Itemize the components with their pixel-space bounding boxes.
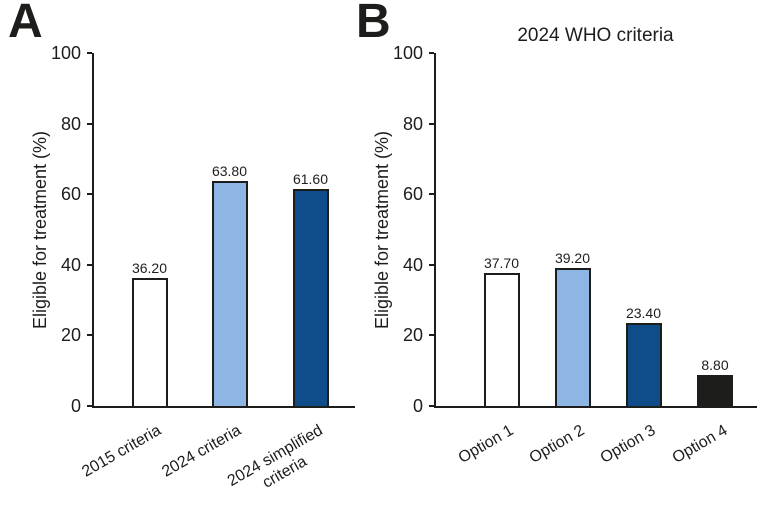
bar <box>131 278 168 406</box>
y-axis-line <box>434 53 436 408</box>
y-tick-label: 100 <box>50 43 81 63</box>
bar-value-label: 23.40 <box>625 305 662 322</box>
bar-value-label: 36.20 <box>131 260 168 277</box>
y-tick-mark <box>429 122 434 125</box>
y-tick-label: 100 <box>392 43 423 63</box>
y-tick-mark <box>87 405 92 407</box>
bar-value-label: 39.20 <box>554 249 591 266</box>
y-tick-mark <box>87 263 92 266</box>
bar-value-label: 61.60 <box>292 170 329 187</box>
x-tick-label: Option 4 <box>669 421 730 467</box>
y-tick-mark <box>429 334 434 337</box>
bar <box>554 267 591 406</box>
y-tick-mark <box>87 334 92 337</box>
y-tick-label: 80 <box>60 113 81 134</box>
bar <box>211 180 248 406</box>
panel-b-title: 2024 WHO criteria <box>517 25 674 46</box>
y-tick-label: 80 <box>402 113 423 134</box>
bar <box>483 272 520 406</box>
bar-value-label: 37.70 <box>483 254 520 271</box>
y-tick-label: 0 <box>412 396 423 416</box>
y-tick-label: 60 <box>60 184 81 205</box>
bar <box>292 188 329 406</box>
bar <box>697 374 733 406</box>
y-tick-mark <box>87 52 92 54</box>
y-tick-mark <box>87 122 92 125</box>
x-tick-label: Option 1 <box>455 421 517 467</box>
x-axis-line <box>92 406 355 408</box>
panel-b-label: B <box>356 0 391 48</box>
y-tick-label: 20 <box>402 325 423 346</box>
y-tick-mark <box>429 263 434 266</box>
y-tick-label: 0 <box>70 396 81 416</box>
bar-value-label: 8.80 <box>701 356 729 373</box>
y-tick-label: 40 <box>402 254 423 275</box>
x-tick-label: Option 2 <box>526 421 588 467</box>
bar-value-label: 63.80 <box>211 162 248 179</box>
x-tick-label: Option 3 <box>597 421 659 467</box>
y-tick-label: 40 <box>60 254 81 275</box>
panel-a-label: A <box>8 0 43 48</box>
y-tick-label: 60 <box>402 184 423 205</box>
y-tick-mark <box>429 193 434 196</box>
y-tick-mark <box>429 52 434 54</box>
y-axis-line <box>92 53 94 408</box>
y-tick-label: 20 <box>60 325 81 346</box>
y-tick-mark <box>87 193 92 196</box>
bar <box>625 323 662 406</box>
x-axis-line <box>434 406 757 408</box>
y-tick-mark <box>429 405 434 407</box>
